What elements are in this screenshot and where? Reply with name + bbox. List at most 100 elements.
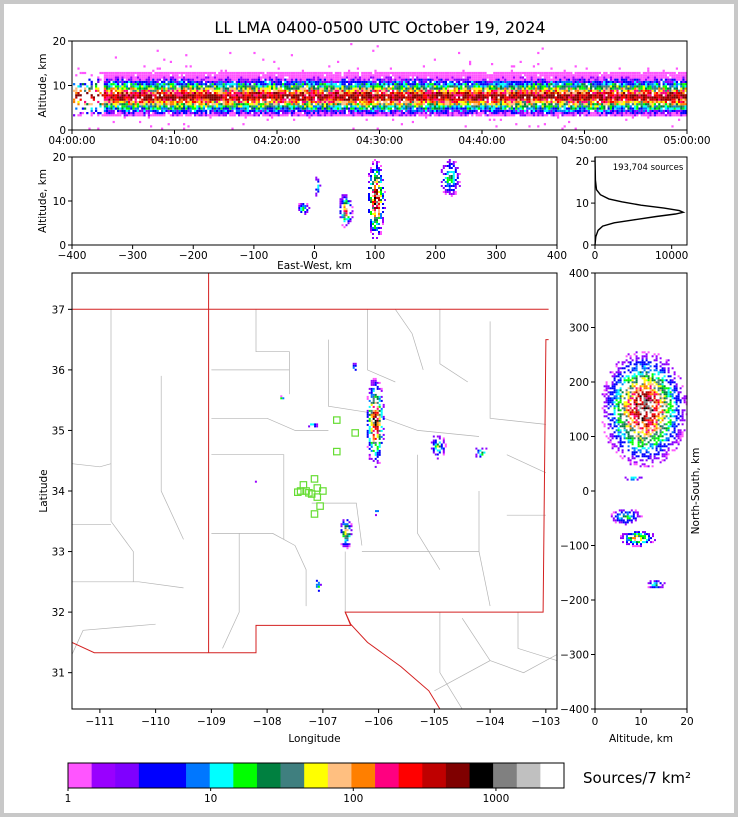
alt-time-cell xyxy=(449,94,452,97)
alt-time-cell xyxy=(286,109,289,112)
alt-time-cell xyxy=(513,112,516,115)
alt-time-cell xyxy=(244,76,247,79)
alt-time-cell xyxy=(211,85,214,88)
alt-time-cell xyxy=(79,85,82,88)
alt-time-cell xyxy=(158,67,161,70)
alt-time-cell xyxy=(570,74,573,77)
alt-time-cell xyxy=(211,83,214,86)
alt-time-cell xyxy=(290,76,293,79)
alt-time-cell xyxy=(176,89,179,92)
alt-time-cell xyxy=(189,65,192,68)
alt-time-cell xyxy=(627,114,630,117)
alt-time-cell xyxy=(163,89,166,92)
alt-time-cell xyxy=(629,112,632,115)
alt-time-cell xyxy=(653,78,656,81)
alt-time-cell xyxy=(194,80,197,83)
alt-time-cell xyxy=(464,74,467,77)
alt-time-cell xyxy=(396,78,399,81)
alt-time-cell xyxy=(154,87,157,90)
alt-time-cell xyxy=(242,100,245,104)
alt-time-cell xyxy=(572,107,575,110)
alt-time-cell xyxy=(407,94,410,97)
alt-time-cell xyxy=(653,109,656,112)
alt-time-cell xyxy=(361,76,364,79)
alt-time-cell xyxy=(464,71,467,75)
alt-time-cell xyxy=(539,96,542,99)
alt-time-cell xyxy=(301,74,304,77)
alt-time-cell xyxy=(499,112,502,115)
alt-time-cell xyxy=(185,87,188,90)
alt-time-cell xyxy=(288,94,291,97)
alt-time-cell xyxy=(574,74,577,77)
alt-time-cell xyxy=(330,89,333,92)
alt-time-cell xyxy=(475,92,478,95)
alt-time-cell xyxy=(438,98,441,101)
alt-time-cell xyxy=(444,94,447,97)
alt-time-cell xyxy=(334,89,337,92)
alt-time-cell xyxy=(420,96,423,99)
alt-time-cell xyxy=(271,107,274,110)
alt-time-cell xyxy=(198,94,201,97)
alt-time-cell xyxy=(473,109,476,112)
alt-time-cell xyxy=(262,85,265,88)
alt-time-cell xyxy=(372,83,375,86)
alt-time-cell xyxy=(191,103,194,106)
alt-time-cell xyxy=(638,83,641,86)
alt-time-cell xyxy=(264,78,267,81)
alt-time-cell xyxy=(103,71,106,75)
alt-time-cell xyxy=(469,96,472,99)
alt-time-cell xyxy=(154,80,157,83)
alt-time-cell xyxy=(658,92,661,95)
alt-time-cell xyxy=(497,83,500,86)
alt-time-cell xyxy=(548,89,551,92)
alt-time-cell xyxy=(343,107,346,110)
alt-time-cell xyxy=(649,71,652,75)
alt-time-cell xyxy=(125,80,128,83)
alt-time-cell xyxy=(561,127,564,130)
alt-time-cell xyxy=(640,105,643,108)
alt-time-cell xyxy=(185,78,188,81)
alt-time-cell xyxy=(517,74,520,77)
alt-time-cell xyxy=(84,107,87,110)
alt-time-cell xyxy=(647,83,650,86)
alt-time-cell xyxy=(528,125,531,128)
alt-time-cell xyxy=(420,89,423,92)
alt-time-cell xyxy=(405,74,408,77)
alt-time-cell xyxy=(561,71,564,75)
alt-time-cell xyxy=(396,74,399,77)
alt-time-cell xyxy=(616,94,619,97)
alt-time-cell xyxy=(552,74,555,77)
alt-time-cell xyxy=(651,80,654,83)
alt-time-cell xyxy=(603,78,606,81)
alt-time-cell xyxy=(334,112,337,115)
alt-time-cell xyxy=(231,109,234,112)
alt-time-cell xyxy=(321,96,324,99)
alt-time-cell xyxy=(264,114,267,117)
alt-time-cell xyxy=(526,114,529,117)
alt-time-cell xyxy=(194,92,197,95)
alt-time-cell xyxy=(528,100,531,104)
alt-time-cell xyxy=(240,87,243,90)
alt-time-cell xyxy=(117,96,120,99)
alt-time-cell xyxy=(475,89,478,92)
alt-time-cell xyxy=(398,85,401,88)
alt-time-cell xyxy=(310,92,313,95)
alt-time-cell xyxy=(550,89,553,92)
alt-time-cell xyxy=(132,105,135,108)
alt-time-cell xyxy=(431,74,434,77)
alt-time-cell xyxy=(455,74,458,77)
alt-time-cell xyxy=(559,103,562,106)
alt-time-cell xyxy=(484,114,487,117)
alt-time-cell xyxy=(213,87,216,90)
alt-time-cell xyxy=(506,80,509,83)
alt-time-cell xyxy=(429,112,432,115)
alt-time-cell xyxy=(568,109,571,112)
alt-time-cell xyxy=(350,109,353,112)
alt-time-cell xyxy=(444,76,447,79)
alt-time-cell xyxy=(189,89,192,92)
alt-time-cell xyxy=(499,76,502,79)
alt-time-cell xyxy=(473,80,476,83)
alt-time-cell xyxy=(634,83,637,86)
alt-time-cell xyxy=(576,112,579,115)
alt-time-cell xyxy=(579,105,582,108)
